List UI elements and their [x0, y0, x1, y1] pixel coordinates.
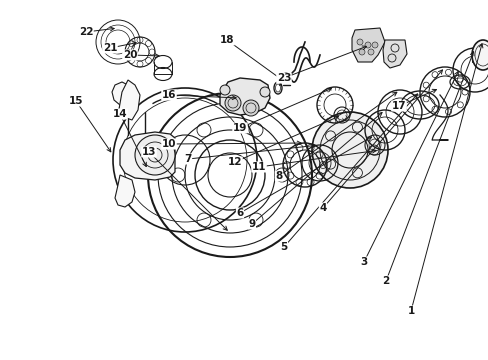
- Circle shape: [135, 135, 175, 175]
- Circle shape: [220, 85, 229, 95]
- Text: 2: 2: [382, 276, 389, 286]
- Circle shape: [367, 49, 373, 55]
- Circle shape: [356, 39, 362, 45]
- Text: 23: 23: [276, 73, 291, 83]
- Polygon shape: [120, 132, 175, 180]
- Text: 3: 3: [360, 257, 367, 267]
- Text: 5: 5: [280, 242, 287, 252]
- Text: 19: 19: [232, 123, 246, 133]
- Text: 1: 1: [407, 306, 414, 316]
- Text: 11: 11: [251, 162, 265, 172]
- Circle shape: [243, 100, 259, 116]
- Ellipse shape: [471, 40, 488, 70]
- Text: 4: 4: [319, 203, 326, 213]
- Polygon shape: [351, 28, 384, 62]
- Text: 20: 20: [122, 50, 137, 60]
- Text: 16: 16: [162, 90, 176, 100]
- Polygon shape: [382, 40, 406, 68]
- Text: 13: 13: [142, 147, 156, 157]
- Text: 6: 6: [236, 208, 243, 218]
- Circle shape: [371, 42, 377, 48]
- Circle shape: [260, 87, 269, 97]
- Polygon shape: [118, 80, 140, 120]
- Circle shape: [358, 49, 364, 55]
- Text: 17: 17: [391, 101, 406, 111]
- Polygon shape: [112, 82, 130, 115]
- Text: 22: 22: [79, 27, 93, 37]
- Text: 14: 14: [112, 109, 127, 119]
- Circle shape: [224, 95, 241, 111]
- Text: 9: 9: [248, 219, 255, 229]
- Text: 15: 15: [69, 96, 83, 106]
- Polygon shape: [115, 175, 135, 207]
- Text: 18: 18: [219, 35, 234, 45]
- Circle shape: [364, 42, 370, 48]
- Polygon shape: [220, 78, 269, 115]
- Circle shape: [311, 112, 387, 188]
- Text: 12: 12: [227, 157, 242, 167]
- Text: 10: 10: [162, 139, 176, 149]
- Text: 21: 21: [102, 43, 117, 53]
- Text: 7: 7: [184, 154, 191, 164]
- Text: 8: 8: [275, 171, 282, 181]
